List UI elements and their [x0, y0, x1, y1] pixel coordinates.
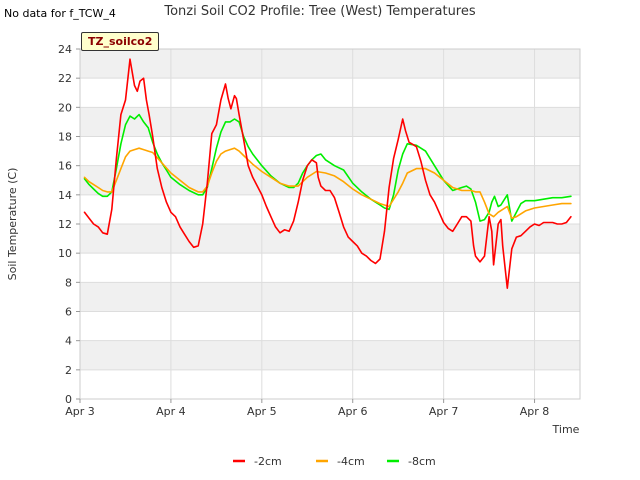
x-tick-label: Apr 4 — [156, 405, 186, 418]
series-line-4cmcm — [83, 147, 572, 219]
no-data-note: No data for f_TCW_4 — [4, 7, 116, 20]
x-axis-label: Time — [552, 423, 580, 436]
y-tick-label: 8 — [65, 276, 72, 289]
x-tick-label: Apr 3 — [65, 405, 95, 418]
legend-label: -8cm — [408, 455, 436, 468]
x-tick-label: Apr 8 — [520, 405, 550, 418]
site-badge: TZ_soilco2 — [81, 32, 160, 51]
y-tick-label: 22 — [58, 72, 72, 85]
y-tick-label: 6 — [65, 306, 72, 319]
y-tick-label: 20 — [58, 101, 72, 114]
plot-band — [80, 224, 580, 254]
plot-band — [80, 49, 580, 79]
y-tick-label: 16 — [58, 160, 72, 173]
plot-band — [80, 253, 580, 283]
y-tick-label: 4 — [65, 335, 72, 348]
plot-band — [80, 311, 580, 341]
plot-band — [80, 340, 580, 370]
legend: -2cm -4cm -8cm — [233, 455, 436, 468]
grid-lines — [79, 48, 580, 400]
plot-band — [80, 136, 580, 166]
series-line-2cmcm — [83, 58, 572, 290]
y-tick-label: 24 — [58, 43, 72, 56]
y-tick-label: 0 — [65, 393, 72, 406]
plot-band — [80, 78, 580, 108]
x-axis-ticks: Apr 3 Apr 4 Apr 5 Apr 6 Apr 7 Apr 8 — [65, 399, 549, 418]
series-layer — [83, 58, 572, 290]
x-tick-label: Apr 5 — [247, 405, 277, 418]
y-tick-label: 14 — [58, 189, 72, 202]
legend-label: -2cm — [254, 455, 282, 468]
plot-band — [80, 369, 580, 399]
legend-label: -4cm — [337, 455, 365, 468]
chart-title: Tonzi Soil CO2 Profile: Tree (West) Temp… — [163, 4, 476, 19]
y-tick-label: 10 — [58, 247, 72, 260]
y-tick-label: 2 — [65, 364, 72, 377]
y-tick-label: 12 — [58, 218, 72, 231]
y-tick-label: 18 — [58, 131, 72, 144]
x-tick-label: Apr 7 — [429, 405, 459, 418]
plot-band — [80, 107, 580, 137]
plot-band — [80, 282, 580, 312]
x-tick-label: Apr 6 — [338, 405, 368, 418]
y-axis-label: Soil Temperature (C) — [6, 168, 19, 281]
plot-band — [80, 194, 580, 224]
